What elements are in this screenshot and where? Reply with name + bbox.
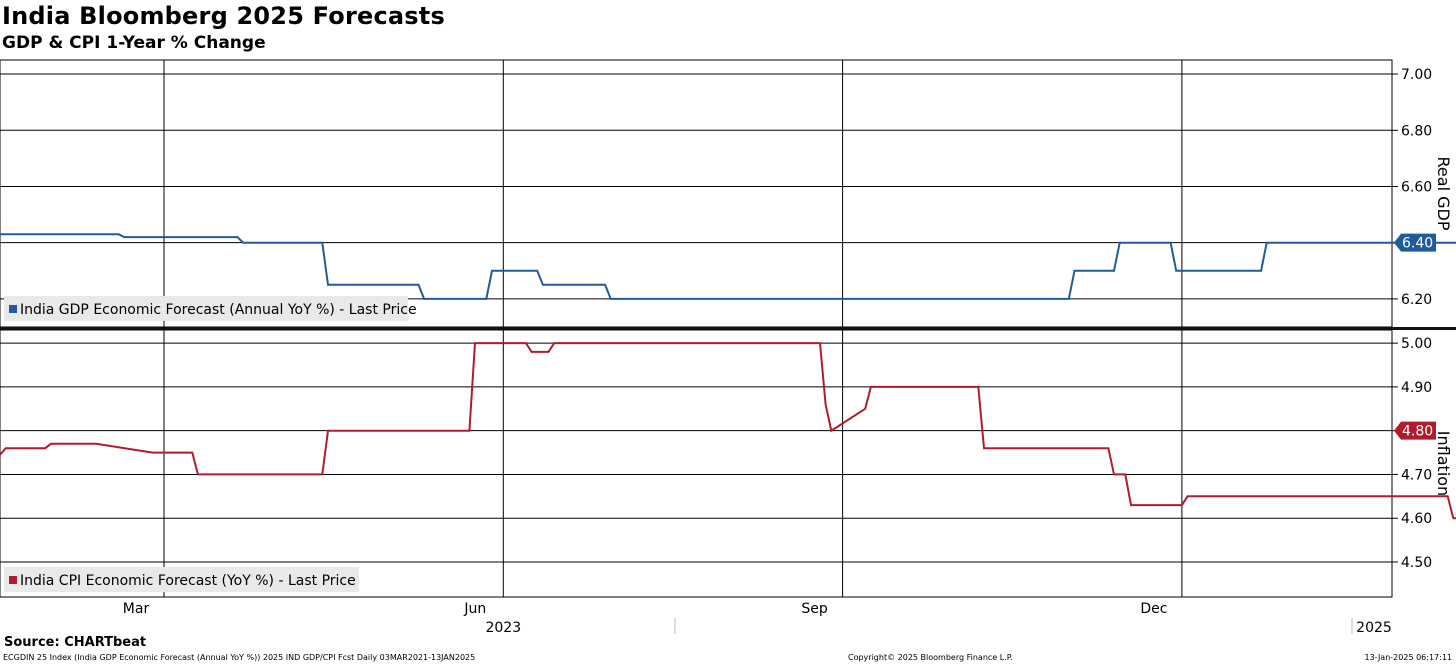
y-axis-title: Real GDP bbox=[1434, 157, 1453, 231]
last-value-tag bbox=[1394, 233, 1436, 252]
series-line-cpi-panel bbox=[0, 342, 1456, 520]
footer-copyright: Copyright© 2025 Bloomberg Finance L.P. bbox=[848, 653, 1013, 662]
chart-title: India Bloomberg 2025 Forecasts bbox=[2, 2, 445, 30]
x-tick-label: Jun bbox=[463, 601, 486, 617]
y-tick-label: 6.80 bbox=[1401, 123, 1432, 139]
x-tick-label: Mar bbox=[123, 601, 150, 617]
chart-subtitle: GDP & CPI 1-Year % Change bbox=[2, 33, 266, 53]
plot-frame-2 bbox=[0, 329, 1393, 598]
y-tick-label: 6.60 bbox=[1401, 179, 1432, 195]
x-tick-label: Sep bbox=[801, 601, 828, 617]
y-tick-label: 7.00 bbox=[1401, 67, 1432, 83]
x-year-label: 2023 bbox=[485, 620, 521, 636]
y-tick-label: 4.90 bbox=[1401, 380, 1432, 396]
y-axis-title: Inflation bbox=[1434, 431, 1453, 496]
y-tick-label: 5.00 bbox=[1401, 336, 1432, 352]
last-value-label: 6.40 bbox=[1402, 236, 1433, 252]
legend-box bbox=[4, 296, 408, 321]
footer-timestamp: 13-Jan-2025 06:17:11 bbox=[1364, 653, 1452, 662]
x-year-label: 2025 bbox=[1356, 620, 1392, 636]
legend-swatch bbox=[9, 305, 17, 313]
y-tick-label: 6.20 bbox=[1401, 292, 1432, 308]
x-tick-label: Dec bbox=[1140, 601, 1167, 617]
series-line-gdp-panel bbox=[0, 233, 1456, 300]
legend-label: India CPI Economic Forecast (YoY %) - La… bbox=[20, 573, 356, 589]
y-tick-label: 4.50 bbox=[1401, 555, 1432, 571]
legend-box bbox=[4, 567, 359, 592]
legend-swatch bbox=[9, 576, 17, 584]
last-value-label: 4.80 bbox=[1402, 424, 1433, 440]
footer-ticker-info: ECGDIN 25 Index (India GDP Economic Fore… bbox=[3, 653, 476, 662]
y-tick-label: 4.60 bbox=[1401, 511, 1432, 527]
legend-label: India GDP Economic Forecast (Annual YoY … bbox=[20, 302, 417, 318]
plot-frame-1 bbox=[0, 59, 1393, 328]
last-value-tag bbox=[1394, 421, 1436, 440]
y-tick-label: 4.70 bbox=[1401, 467, 1432, 483]
source-label: Source: CHARTbeat bbox=[4, 635, 147, 650]
